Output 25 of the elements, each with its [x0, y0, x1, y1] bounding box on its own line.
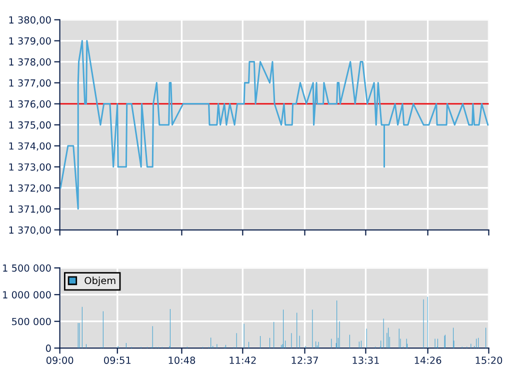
legend-label: Objem: [84, 276, 116, 286]
y-tick-label: 1 372,00: [9, 184, 51, 193]
y-tick-label: 1 380,00: [9, 16, 51, 25]
x-tick-label: 14:26: [414, 356, 442, 364]
y-tick-label: 1 376,00: [9, 100, 51, 109]
x-tick-label: 13:31: [352, 356, 379, 364]
x-tick-label: 15:20: [476, 356, 502, 364]
x-tick-label: 09:51: [104, 356, 131, 364]
y-tick-label: 1 500 000: [3, 264, 51, 272]
line-series: [60, 40, 489, 210]
y-tick-label: 0: [46, 344, 51, 352]
y-tick-label: 1 374,00: [9, 142, 51, 151]
y-tick-label: 1 378,00: [9, 58, 51, 67]
x-tick-label: 09:00: [46, 356, 74, 364]
x-tick-label: 11:42: [230, 356, 256, 364]
x-tick-label: 12:37: [292, 356, 318, 364]
y-tick-label: 1 377,00: [9, 79, 51, 88]
y-tick-label: 1 371,00: [9, 205, 51, 214]
y-tick-label: 1 000 000: [3, 291, 51, 298]
y-tick-label: 1 373,00: [9, 163, 51, 172]
y-tick-label: 500 000: [12, 318, 51, 326]
y-tick-label: 1 379,00: [9, 37, 51, 46]
y-tick-label: 1 370,00: [9, 226, 51, 235]
x-tick-label: 10:48: [168, 356, 196, 364]
y-tick-label: 1 375,00: [9, 121, 51, 130]
